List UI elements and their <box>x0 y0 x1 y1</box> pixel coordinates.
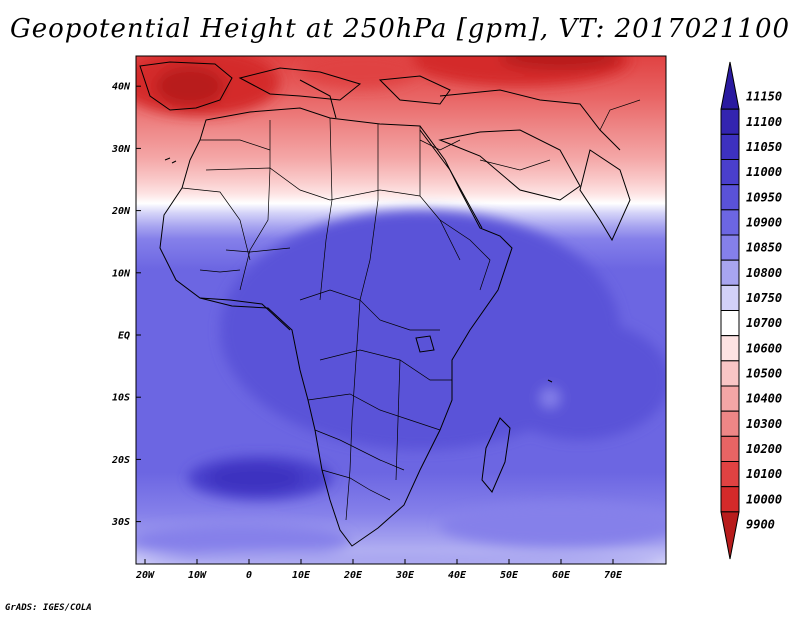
lon-label: 20W <box>135 570 155 581</box>
colorbar-label: 10300 <box>746 417 782 431</box>
lat-label: 30S <box>111 517 130 528</box>
colorbar-swatch <box>720 284 740 312</box>
plot-frame <box>135 55 667 565</box>
lon-label: 70E <box>604 570 623 581</box>
colorbar-label: 10200 <box>746 442 782 456</box>
lon-label: 40E <box>448 570 467 581</box>
lat-label: 30N <box>111 144 131 155</box>
colorbar-swatch <box>720 310 740 337</box>
colorbar-label: 10850 <box>746 241 782 255</box>
colorbar-label: 10100 <box>746 467 782 481</box>
colorbar-label: 10500 <box>746 366 782 380</box>
colorbar-label: 11150 <box>746 90 782 104</box>
colorbar-swatch <box>720 234 740 261</box>
colorbar-arrow-top <box>720 61 740 110</box>
colorbar-swatch <box>720 159 740 186</box>
colorbar-label: 10950 <box>746 190 782 204</box>
lat-label: 10S <box>112 393 130 404</box>
colorbar-swatch <box>720 410 740 437</box>
colorbar: 11150 11100 11050 11000 10950 10900 10850 10800… <box>720 61 782 560</box>
lon-label: 50E <box>500 570 519 581</box>
colorbar-label: 9900 <box>746 517 775 531</box>
axis-ticks <box>136 85 614 564</box>
lat-label: EQ <box>118 331 130 342</box>
colorbar-label: 11100 <box>746 115 782 129</box>
colorbar-swatch <box>720 259 740 286</box>
credit-label: GrADS: IGES/COLA <box>5 603 92 613</box>
colorbar-label: 10000 <box>746 492 782 506</box>
lon-label: 10W <box>188 570 207 581</box>
colorbar-swatch <box>720 435 740 463</box>
height-field <box>136 56 666 564</box>
colorbar-label: 10400 <box>746 392 782 406</box>
colorbar-label: 10600 <box>746 341 782 355</box>
colorbar-swatch <box>720 486 740 513</box>
colorbar-swatch <box>720 461 740 488</box>
colorbar-swatch <box>720 360 740 387</box>
colorbar-swatch <box>720 184 740 211</box>
colorbar-label: 10800 <box>746 266 782 280</box>
colorbar-label: 11000 <box>746 165 782 179</box>
latitude-labels: 40N 30N 20N 10N EQ 10S 20S 30S <box>111 82 131 528</box>
lon-label: 10E <box>292 570 311 581</box>
colorbar-arrow-bottom <box>720 511 740 560</box>
colorbar-swatch <box>720 133 740 160</box>
coastlines <box>139 61 631 547</box>
lon-label: 30E <box>395 570 415 581</box>
longitude-labels: 20W 10W 0 10E 20E 30E 40E 50E 60E 70E <box>135 570 623 581</box>
lat-label: 20N <box>111 206 131 217</box>
lat-label: 20S <box>111 455 130 466</box>
colorbar-label: 10700 <box>746 316 782 330</box>
country-borders <box>181 99 641 521</box>
lat-label: 40N <box>112 82 131 93</box>
lon-label: 20E <box>343 570 363 581</box>
colorbar-label: 10750 <box>746 291 782 305</box>
colorbar-swatch <box>720 385 740 412</box>
colorbar-swatch <box>720 335 740 362</box>
colorbar-swatch <box>720 209 740 236</box>
lat-label: 10N <box>112 268 131 279</box>
lon-label: 60E <box>552 570 571 581</box>
colorbar-swatch <box>720 108 740 135</box>
colorbar-label: 11050 <box>746 140 782 154</box>
colorbar-label: 10900 <box>746 215 782 229</box>
lon-label: 0 <box>246 570 252 581</box>
map-title: Geopotential Height at 250hPa [gpm], VT:… <box>9 14 791 44</box>
